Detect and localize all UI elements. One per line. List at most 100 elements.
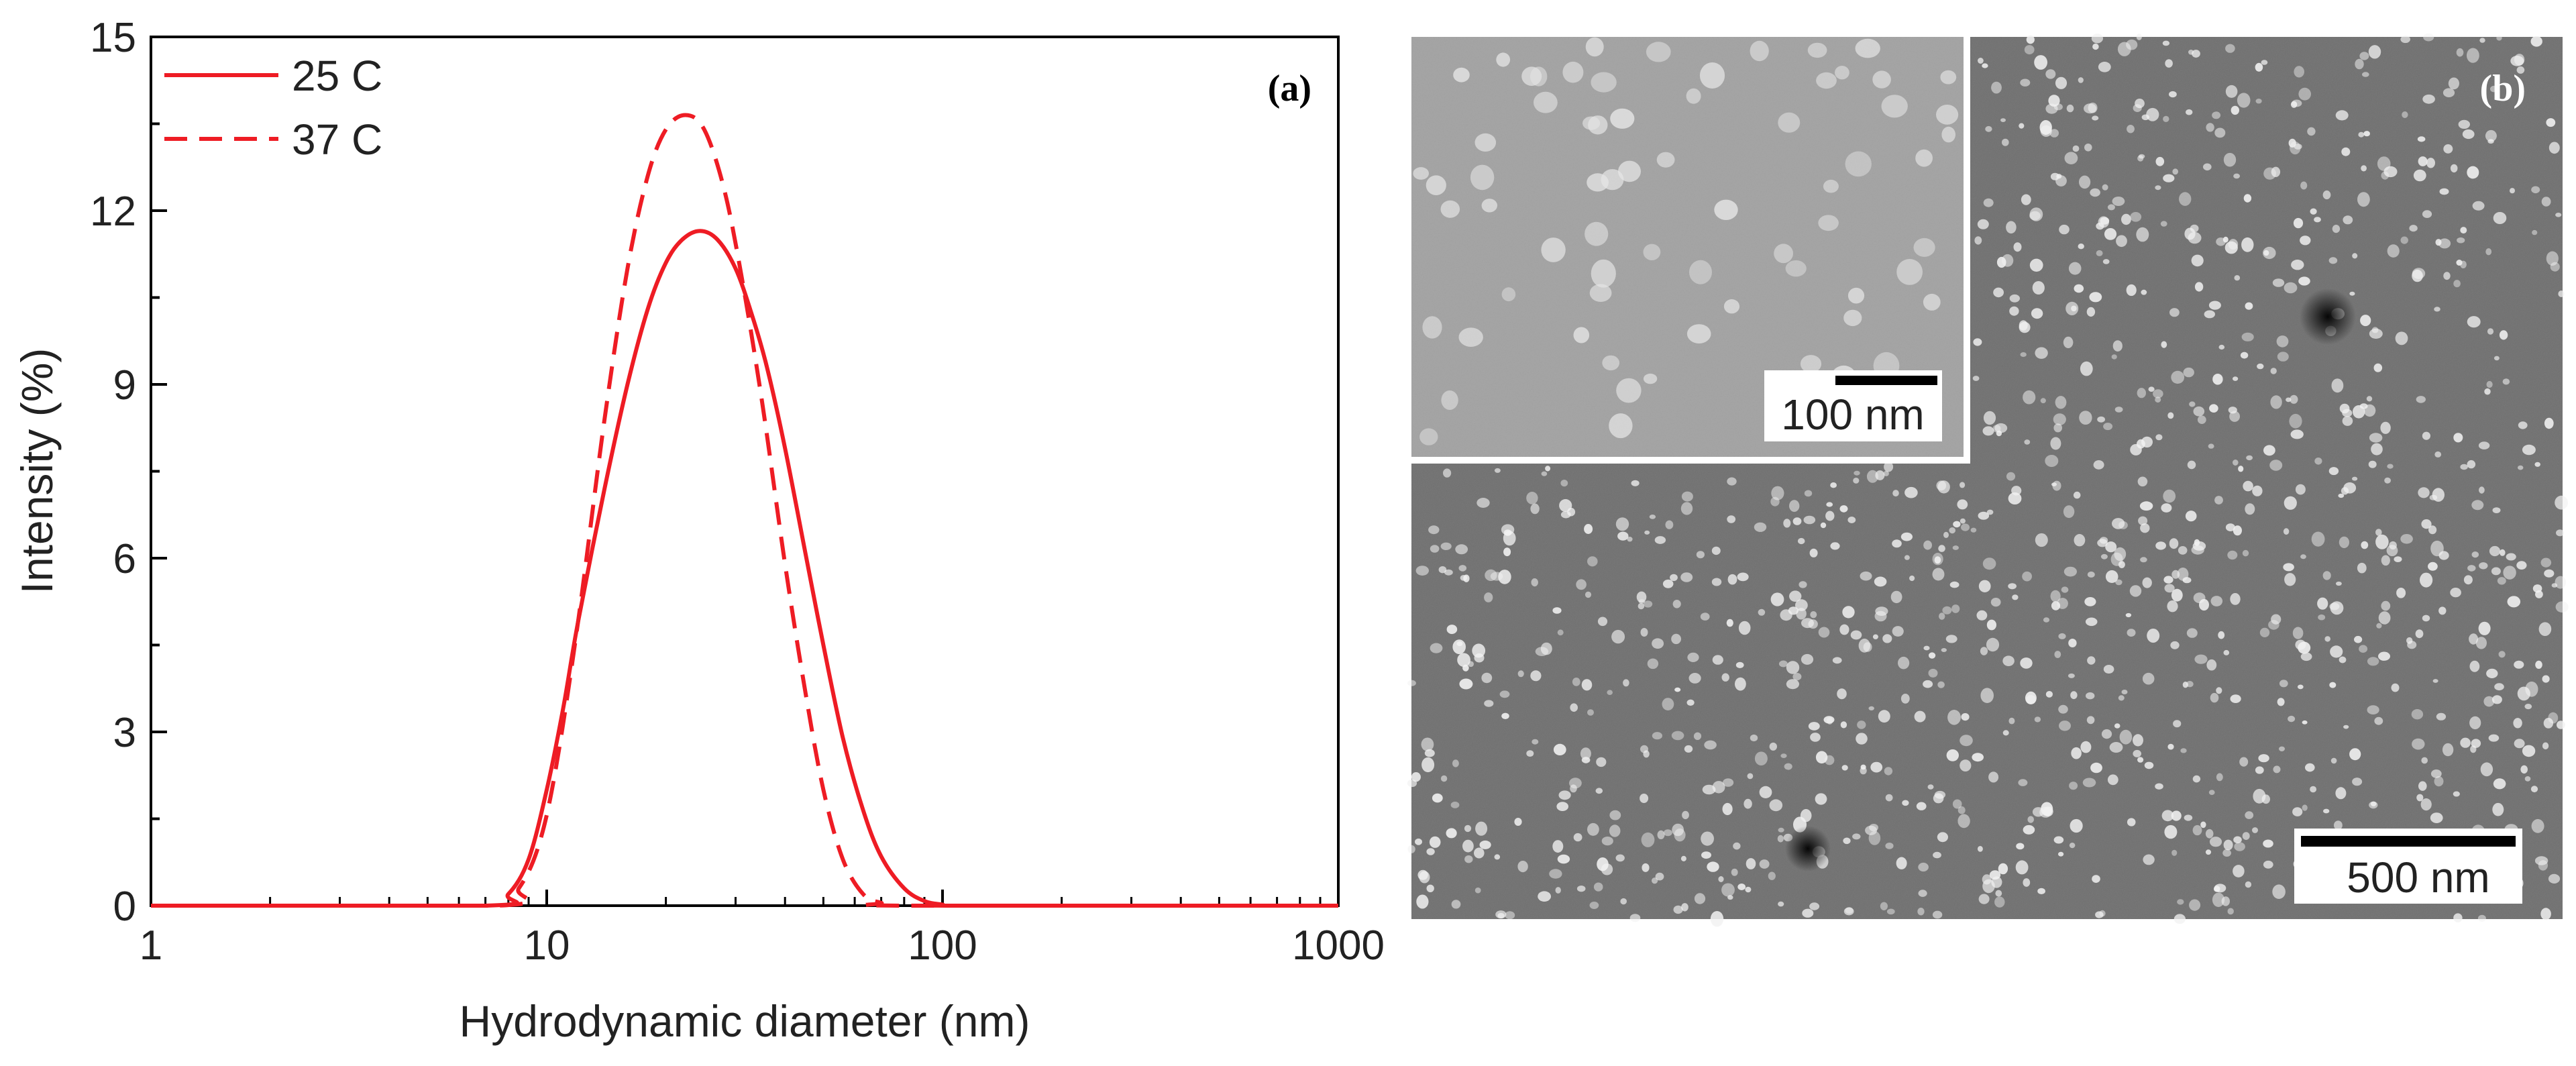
particle-dot bbox=[1652, 877, 1658, 884]
particle-dot bbox=[2400, 36, 2410, 44]
particle-dot bbox=[2488, 734, 2500, 742]
particle-dot bbox=[2486, 668, 2498, 679]
particle-dot bbox=[2343, 482, 2357, 494]
particle-dot bbox=[1671, 731, 1684, 741]
particle-dot bbox=[2118, 695, 2125, 701]
particle-dot bbox=[2361, 541, 2369, 549]
particle-dot bbox=[1815, 751, 1828, 764]
particle-dot bbox=[1991, 81, 2002, 94]
particle-dot bbox=[1727, 477, 1737, 486]
particle-dot bbox=[1623, 679, 1629, 687]
particle-dot bbox=[1918, 890, 1927, 897]
particle-dot bbox=[2469, 716, 2481, 730]
particle-dot bbox=[1777, 835, 1784, 843]
particle-dot bbox=[1680, 572, 1693, 582]
particle-dot bbox=[2170, 641, 2180, 649]
particle-dot bbox=[2063, 505, 2075, 519]
particle-dot bbox=[1662, 698, 1674, 710]
inset-particle-dot bbox=[1941, 126, 1955, 143]
particle-dot bbox=[2002, 138, 2009, 146]
particle-dot bbox=[1771, 486, 1784, 500]
particle-dot bbox=[2095, 911, 2104, 918]
particle-dot bbox=[1607, 690, 1613, 695]
particle-dot bbox=[2023, 824, 2035, 835]
particle-dot bbox=[1640, 628, 1648, 637]
particle-dot bbox=[2070, 691, 2078, 700]
particle-dot bbox=[2352, 253, 2358, 259]
inset-particle-dot bbox=[1501, 287, 1516, 302]
particle-dot bbox=[1934, 556, 1941, 564]
particle-dot bbox=[2438, 551, 2449, 560]
particle-dot bbox=[2272, 884, 2286, 899]
particle-dot bbox=[2394, 556, 2402, 562]
particle-dot bbox=[1939, 612, 1945, 620]
particle-dot bbox=[1631, 480, 1640, 486]
particle-dot bbox=[2381, 555, 2390, 566]
particle-dot bbox=[1735, 661, 1744, 669]
particle-dot bbox=[2421, 519, 2432, 529]
particle-dot bbox=[2413, 169, 2426, 182]
particle-dot bbox=[2442, 743, 2454, 757]
inset-particle-dot bbox=[1940, 70, 1957, 85]
particle-dot bbox=[2485, 248, 2492, 256]
particle-dot bbox=[1670, 574, 1678, 582]
particle-dot bbox=[2273, 765, 2281, 774]
particle-dot bbox=[1868, 706, 1874, 710]
particle-dot bbox=[2051, 601, 2061, 610]
particle-dot bbox=[2029, 258, 2043, 272]
particle-dot bbox=[2263, 246, 2276, 260]
particle-dot bbox=[2192, 541, 2206, 551]
particle-dot bbox=[2230, 593, 2241, 605]
particle-dot bbox=[2045, 455, 2059, 467]
particle-dot bbox=[2423, 33, 2434, 42]
particle-dot bbox=[1597, 617, 1608, 627]
particle-dot bbox=[2478, 441, 2490, 449]
particle-dot bbox=[1627, 537, 1633, 542]
particle-dot bbox=[2497, 577, 2506, 585]
particle-dot bbox=[1743, 798, 1752, 809]
particle-dot bbox=[1810, 733, 1821, 742]
particle-dot bbox=[2457, 237, 2465, 244]
particle-dot bbox=[1584, 524, 1593, 534]
particle-dot bbox=[2137, 155, 2144, 162]
particle-dot bbox=[2008, 583, 2017, 590]
particle-dot bbox=[2097, 416, 2106, 423]
y-axis-label: Intensity (%) bbox=[12, 348, 62, 594]
inset-particle-dot bbox=[1413, 167, 1429, 180]
particle-dot bbox=[2053, 413, 2066, 425]
particle-dot bbox=[2107, 204, 2115, 211]
particle-dot bbox=[1638, 602, 1645, 610]
particle-dot bbox=[1426, 884, 1434, 893]
inset-particle-dot bbox=[1689, 260, 1712, 284]
particle-dot bbox=[2310, 208, 2317, 215]
particle-dot bbox=[2133, 734, 2143, 747]
particle-dot bbox=[1609, 824, 1621, 837]
particle-dot bbox=[2169, 308, 2180, 317]
particle-dot bbox=[2544, 569, 2555, 578]
particle-dot bbox=[2363, 131, 2370, 137]
particle-dot bbox=[2093, 460, 2104, 470]
particle-dot bbox=[1976, 610, 1988, 621]
y-tick-label: 0 bbox=[113, 884, 136, 930]
particle-dot bbox=[2127, 125, 2135, 134]
particle-dot bbox=[2429, 494, 2438, 500]
particle-dot bbox=[2329, 682, 2337, 688]
particle-dot bbox=[2082, 778, 2096, 788]
particle-dot bbox=[1863, 642, 1872, 652]
particle-dot bbox=[1780, 609, 1792, 621]
particle-dot bbox=[2467, 565, 2476, 572]
particle-dot bbox=[2208, 790, 2215, 795]
inset-particle-dot bbox=[1609, 413, 1633, 439]
particle-dot bbox=[2332, 225, 2341, 233]
particle-dot bbox=[2430, 769, 2442, 778]
particle-dot bbox=[2024, 439, 2031, 445]
particle-dot bbox=[1671, 633, 1682, 645]
particle-dot bbox=[2216, 687, 2222, 694]
particle-dot bbox=[2514, 739, 2525, 749]
particle-dot bbox=[1804, 490, 1813, 497]
particle-dot bbox=[2098, 62, 2111, 72]
particle-dot bbox=[2328, 467, 2339, 476]
particle-dot bbox=[2450, 164, 2458, 173]
particle-dot bbox=[2020, 352, 2027, 357]
particle-dot bbox=[1796, 608, 1807, 620]
